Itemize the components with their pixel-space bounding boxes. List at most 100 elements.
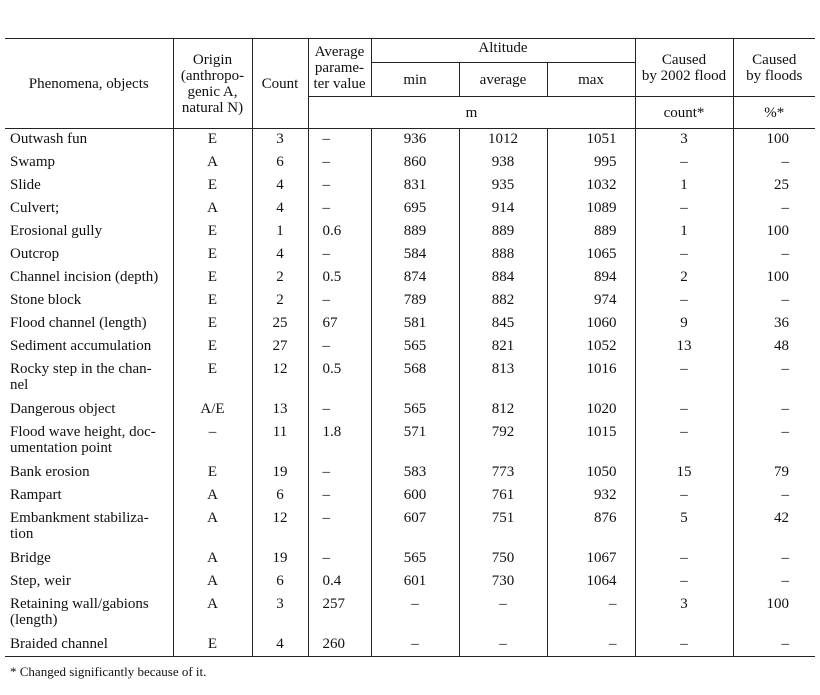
table-cell: – bbox=[307, 461, 372, 485]
table-cell: 12 bbox=[251, 358, 309, 399]
table-cell: 0.4 bbox=[307, 570, 372, 594]
table-cell: 695 bbox=[370, 197, 460, 221]
table-cell: 730 bbox=[458, 570, 548, 594]
header-cell: %* bbox=[732, 96, 815, 129]
table-cell: 974 bbox=[546, 289, 636, 313]
table-cell: – bbox=[172, 421, 253, 462]
table-cell: 601 bbox=[370, 570, 460, 594]
header-cell: Origin (anthropo- genic A, natural N) bbox=[172, 38, 253, 129]
table-cell: 581 bbox=[370, 312, 460, 336]
header-cell: Count bbox=[251, 38, 309, 129]
table-cell: 1016 bbox=[546, 358, 636, 399]
table-cell: – bbox=[370, 593, 460, 634]
table-cell: – bbox=[634, 547, 734, 571]
table-cell: 2 bbox=[251, 289, 309, 313]
table-row: Swamp A 6–860 938 995– – bbox=[5, 151, 815, 175]
row-label: Bank erosion bbox=[5, 461, 174, 485]
table-cell: – bbox=[307, 547, 372, 571]
table-row: Bank erosion E 19–583 773 1050 15 79 bbox=[5, 461, 815, 485]
table-cell: 0.5 bbox=[307, 266, 372, 290]
table-cell: 100 bbox=[732, 220, 815, 244]
table-cell: 100 bbox=[732, 593, 815, 634]
row-label: Rampart bbox=[5, 484, 174, 508]
table-cell: 25 bbox=[251, 312, 309, 336]
table-cell: 13 bbox=[634, 335, 734, 359]
table-cell: 1052 bbox=[546, 335, 636, 359]
header-cell: Caused by floods bbox=[732, 38, 815, 97]
table-cell: 894 bbox=[546, 266, 636, 290]
table-cell: 9 bbox=[634, 312, 734, 336]
table-cell: – bbox=[732, 547, 815, 571]
table-cell: 995 bbox=[546, 151, 636, 175]
table-cell: 25 bbox=[732, 174, 815, 198]
row-label: Retaining wall/gabions (length) bbox=[5, 593, 174, 634]
table-cell: 3 bbox=[251, 128, 309, 152]
table-cell: 6 bbox=[251, 151, 309, 175]
table-cell: – bbox=[634, 421, 734, 462]
table-cell: 1015 bbox=[546, 421, 636, 462]
table-cell: A bbox=[172, 507, 253, 548]
table-row: Flood channel (length) E 25 67 581 845 1060 9 36 bbox=[5, 312, 815, 336]
table-cell: 3 bbox=[634, 593, 734, 634]
table-row: Dangerous object A/E 13–565 812 1020– – bbox=[5, 398, 815, 422]
table-cell: 1 bbox=[634, 220, 734, 244]
table-cell: 889 bbox=[458, 220, 548, 244]
table-cell: 1060 bbox=[546, 312, 636, 336]
table-cell: 4 bbox=[251, 197, 309, 221]
table-cell: 607 bbox=[370, 507, 460, 548]
table-cell: 11 bbox=[251, 421, 309, 462]
table-row: Retaining wall/gabions (length) A 3 257– – –3… bbox=[5, 593, 815, 634]
table-row: Stone block E 2–789 882 974– – bbox=[5, 289, 815, 313]
header-cell: Caused by 2002 flood bbox=[634, 38, 734, 97]
row-label: Flood channel (length) bbox=[5, 312, 174, 336]
table-cell: – bbox=[307, 128, 372, 152]
table-cell: 36 bbox=[732, 312, 815, 336]
table-cell: 935 bbox=[458, 174, 548, 198]
table-cell: 100 bbox=[732, 266, 815, 290]
table-cell: – bbox=[307, 151, 372, 175]
row-label: Bridge bbox=[5, 547, 174, 571]
table-cell: – bbox=[634, 633, 734, 657]
table-row: Outcrop E 4–584 888 1065– – bbox=[5, 243, 815, 267]
table-cell: 1067 bbox=[546, 547, 636, 571]
table-cell: 571 bbox=[370, 421, 460, 462]
table-cell: – bbox=[634, 570, 734, 594]
table-cell: 2 bbox=[634, 266, 734, 290]
table-cell: 874 bbox=[370, 266, 460, 290]
table-cell: 1020 bbox=[546, 398, 636, 422]
table-row: Flood wave height, doc- umentation point… bbox=[5, 421, 815, 462]
table-cell: 1050 bbox=[546, 461, 636, 485]
table-cell: – bbox=[307, 289, 372, 313]
table-cell: 813 bbox=[458, 358, 548, 399]
table-cell: 257 bbox=[307, 593, 372, 634]
table-cell: – bbox=[307, 484, 372, 508]
table-cell: 600 bbox=[370, 484, 460, 508]
row-label: Swamp bbox=[5, 151, 174, 175]
table-cell: – bbox=[458, 633, 548, 657]
table-cell: – bbox=[634, 289, 734, 313]
table-cell: 42 bbox=[732, 507, 815, 548]
table-row: Slide E 4–831 935 1032 1 25 bbox=[5, 174, 815, 198]
table-cell: 6 bbox=[251, 484, 309, 508]
table-row: Culvert; A 4–695 914 1089– – bbox=[5, 197, 815, 221]
table-cell: 932 bbox=[546, 484, 636, 508]
table-cell: 4 bbox=[251, 633, 309, 657]
row-label: Step, weir bbox=[5, 570, 174, 594]
table-cell: – bbox=[732, 484, 815, 508]
table-cell: E bbox=[172, 335, 253, 359]
table-cell: 12 bbox=[251, 507, 309, 548]
table-cell: 876 bbox=[546, 507, 636, 548]
table-cell: – bbox=[370, 633, 460, 657]
table-cell: 773 bbox=[458, 461, 548, 485]
table-cell: 5 bbox=[634, 507, 734, 548]
table-cell: A/E bbox=[172, 398, 253, 422]
row-label: Culvert; bbox=[5, 197, 174, 221]
table-cell: 27 bbox=[251, 335, 309, 359]
table-cell: – bbox=[307, 398, 372, 422]
table-cell: 0.5 bbox=[307, 358, 372, 399]
row-label: Flood wave height, doc- umentation point bbox=[5, 421, 174, 462]
row-label: Sediment accumulation bbox=[5, 335, 174, 359]
row-label: Stone block bbox=[5, 289, 174, 313]
table-cell: – bbox=[732, 421, 815, 462]
table-cell: – bbox=[307, 197, 372, 221]
